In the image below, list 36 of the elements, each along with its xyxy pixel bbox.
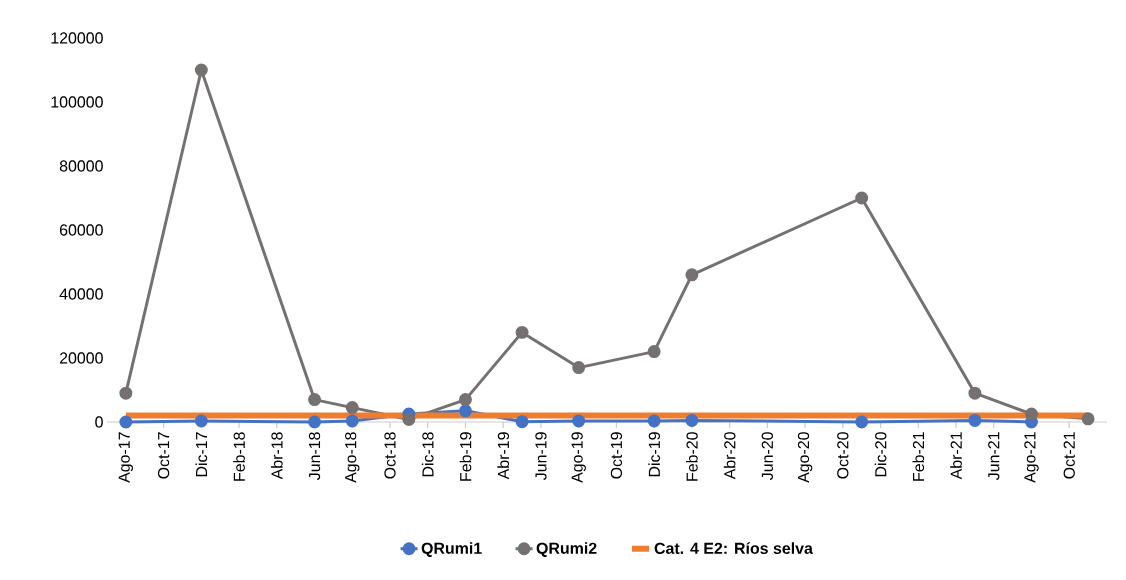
- y-tick-label: 80000: [59, 160, 103, 172]
- x-tick-label: Abr-19: [497, 432, 510, 480]
- x-tick-label: Dic-17: [195, 432, 208, 477]
- x-tick-label: Abr-18: [270, 432, 283, 480]
- legend-label: QRumi2: [536, 542, 597, 557]
- x-tick-label: Ago-19: [571, 432, 586, 483]
- x-tick-label: Jun-19: [535, 432, 547, 480]
- x-tick-label: Dic-20: [874, 432, 887, 477]
- y-tick-label: 0: [95, 416, 103, 428]
- x-tick-label: Jun-18: [308, 432, 321, 480]
- x-tick-label: Abr-20: [723, 432, 736, 480]
- x-tick-label: Dic-19: [648, 432, 660, 477]
- x-tick-label: Ago-21: [1024, 432, 1039, 483]
- x-tick-label: Jun-21: [988, 432, 1000, 480]
- x-tick-label: Ago-20: [797, 432, 813, 483]
- x-tick-label: Feb-18: [233, 432, 245, 481]
- x-tick-label: Oct-17: [157, 432, 170, 479]
- x-tick-label: Oct-18: [384, 432, 396, 479]
- x-tick-label: Oct-21: [1063, 432, 1075, 479]
- x-tick-label: Feb-21: [912, 432, 925, 481]
- x-tick-label: Abr-21: [950, 432, 962, 480]
- y-tick-label: 20000: [59, 352, 103, 364]
- x-tick-label: Feb-19: [459, 432, 472, 481]
- y-tick-label: 40000: [59, 288, 103, 300]
- y-tick-label: 120000: [51, 32, 103, 44]
- legend-label: Cat. 4 E2: Ríos selva: [654, 542, 813, 554]
- x-tick-label: Ago-17: [118, 432, 134, 483]
- x-tick-label: Feb-20: [686, 432, 698, 481]
- x-tick-label: Oct-19: [610, 432, 623, 479]
- x-tick-label: Jun-20: [761, 432, 773, 480]
- x-tick-label: Ago-18: [345, 432, 360, 483]
- y-tick-label: 100000: [51, 96, 103, 108]
- y-tick-label: 60000: [59, 224, 103, 236]
- x-tick-label: Dic-18: [421, 432, 434, 477]
- legend-label: QRumi1: [421, 542, 482, 557]
- x-tick-label: Oct-20: [837, 432, 849, 479]
